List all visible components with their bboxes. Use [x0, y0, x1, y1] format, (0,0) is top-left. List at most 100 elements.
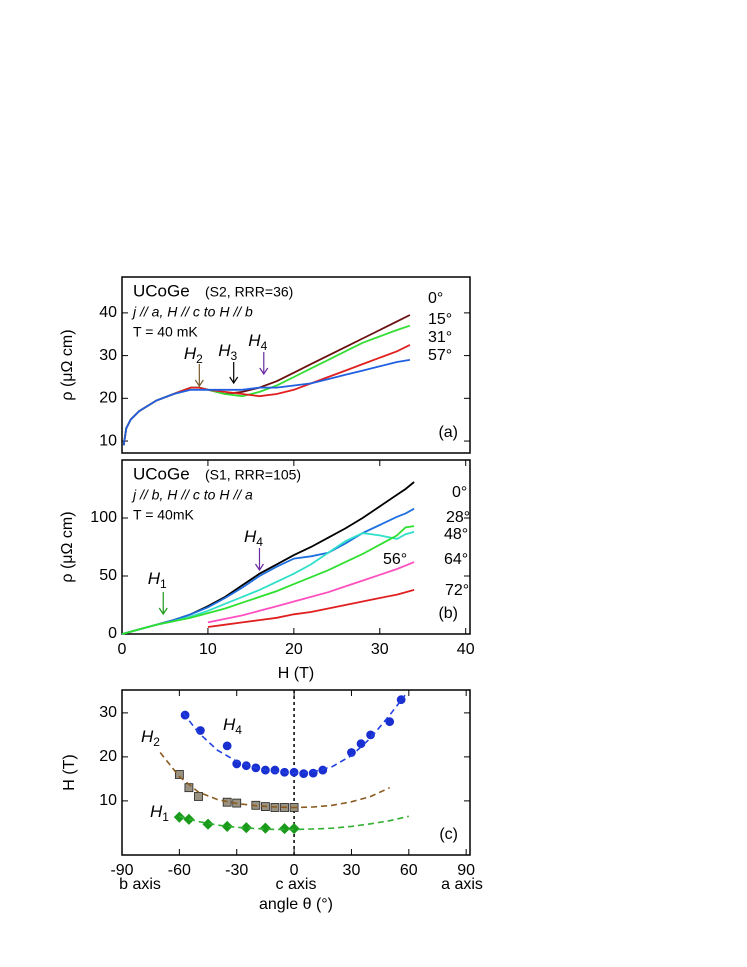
fit-curve	[159, 752, 391, 809]
annotation: H4	[248, 331, 267, 353]
data-point	[202, 818, 214, 830]
curve	[207, 561, 415, 624]
y-axis-label: ρ (μΩ cm)	[59, 329, 76, 400]
data-point	[194, 792, 203, 801]
panel-label: (b)	[438, 605, 458, 622]
annotation-text: H	[248, 331, 261, 350]
sample-note: (S2, RRR=36)	[205, 284, 293, 300]
series-label: 72°	[445, 582, 469, 599]
panel-label: (a)	[438, 424, 458, 441]
axis-name: c axis	[276, 876, 317, 893]
curve	[207, 589, 415, 628]
annotation: H2	[184, 344, 203, 366]
x-tick-label: 0	[118, 641, 127, 658]
data-point	[288, 823, 300, 835]
annotation-sub: 4	[235, 723, 242, 737]
annotation-text: H	[150, 802, 163, 821]
annotation-sub: 2	[196, 352, 203, 366]
annotation-sub: 2	[153, 735, 160, 749]
curve	[121, 525, 415, 635]
series-label: 28°	[446, 509, 470, 526]
y-tick-label: 100	[90, 509, 117, 526]
y-tick-label: 10	[99, 432, 117, 449]
configuration: j // a, H // c to H // b	[131, 304, 253, 320]
annotation-text: H	[244, 527, 257, 546]
panel-label: (c)	[439, 826, 458, 843]
axis-name: a axis	[441, 876, 483, 893]
arrow-head	[259, 367, 269, 376]
temperature: T = 40mK	[133, 507, 194, 523]
data-point	[259, 822, 271, 834]
curve	[122, 359, 411, 446]
y-tick-label: 0	[108, 625, 117, 642]
plot-frame	[121, 276, 471, 454]
annotation: H3	[218, 341, 237, 363]
annotation-sub: 1	[162, 810, 169, 824]
y-tick-label: 50	[99, 567, 117, 584]
series-label: 56°	[383, 551, 407, 568]
y-tick-label: 20	[99, 748, 117, 765]
fit-curve	[182, 694, 406, 775]
configuration: j // b, H // c to H // a	[131, 487, 253, 503]
x-tick-label: -90	[110, 862, 133, 879]
y-tick-label: 30	[99, 704, 117, 721]
data-point	[240, 822, 252, 834]
x-tick-label: -60	[168, 862, 191, 879]
arrow-head	[194, 379, 204, 388]
annotation: H4	[244, 527, 263, 549]
x-tick-label: 30	[343, 862, 361, 879]
x-tick-label: 40	[457, 641, 475, 658]
sample-note: (S1, RRR=105)	[205, 467, 301, 483]
series-label: 0°	[452, 484, 467, 501]
data-point	[385, 717, 395, 727]
y-tick-label: 20	[99, 390, 117, 407]
curve	[121, 507, 415, 635]
temperature: T = 40 mK	[133, 324, 198, 340]
y-tick-label: 10	[99, 792, 117, 809]
series-label: 57°	[428, 347, 452, 364]
annotation-text: H	[148, 569, 161, 588]
x-tick-label: 0	[290, 862, 299, 879]
series-label: 15°	[428, 311, 452, 328]
plot-frame	[121, 689, 471, 856]
data-point	[270, 765, 280, 775]
sample-name: UCoGe	[133, 464, 190, 483]
series-label: 0°	[428, 290, 443, 307]
data-point	[174, 770, 184, 779]
series-label: 48°	[444, 526, 468, 543]
fit-curve	[179, 815, 409, 831]
annotation: H4	[223, 715, 242, 737]
sample-name: UCoGe	[133, 281, 190, 300]
data-point	[241, 761, 251, 771]
data-point	[289, 767, 299, 777]
x-tick-label: 20	[285, 641, 303, 658]
x-tick-label: 60	[400, 862, 418, 879]
annotation-sub: 4	[261, 339, 268, 353]
plot-frame	[121, 459, 471, 635]
data-point	[183, 813, 195, 825]
data-point	[278, 823, 291, 835]
annotation: H1	[148, 569, 167, 591]
x-tick-label: 10	[199, 641, 217, 658]
arrow-head	[254, 563, 264, 572]
data-point	[221, 820, 233, 832]
y-axis-label: H (T)	[61, 754, 78, 790]
annotation: H1	[150, 802, 169, 824]
annotation-sub: 4	[256, 535, 263, 549]
x-axis-label: H (T)	[278, 665, 314, 682]
y-tick-label: 40	[99, 304, 117, 321]
annotation: H2	[141, 727, 160, 749]
annotation-text: H	[141, 727, 154, 746]
x-tick-label: 90	[457, 862, 475, 879]
y-axis-label: ρ (μΩ cm)	[59, 511, 76, 582]
data-point	[222, 741, 232, 751]
y-tick-label: 30	[99, 347, 117, 364]
series-label: 64°	[444, 551, 468, 568]
arrow-head	[158, 607, 168, 616]
annotation-sub: 3	[231, 349, 238, 363]
series-label: 31°	[428, 329, 452, 346]
x-tick-label: 30	[371, 641, 389, 658]
data-point	[173, 811, 185, 823]
annotation-text: H	[218, 341, 231, 360]
